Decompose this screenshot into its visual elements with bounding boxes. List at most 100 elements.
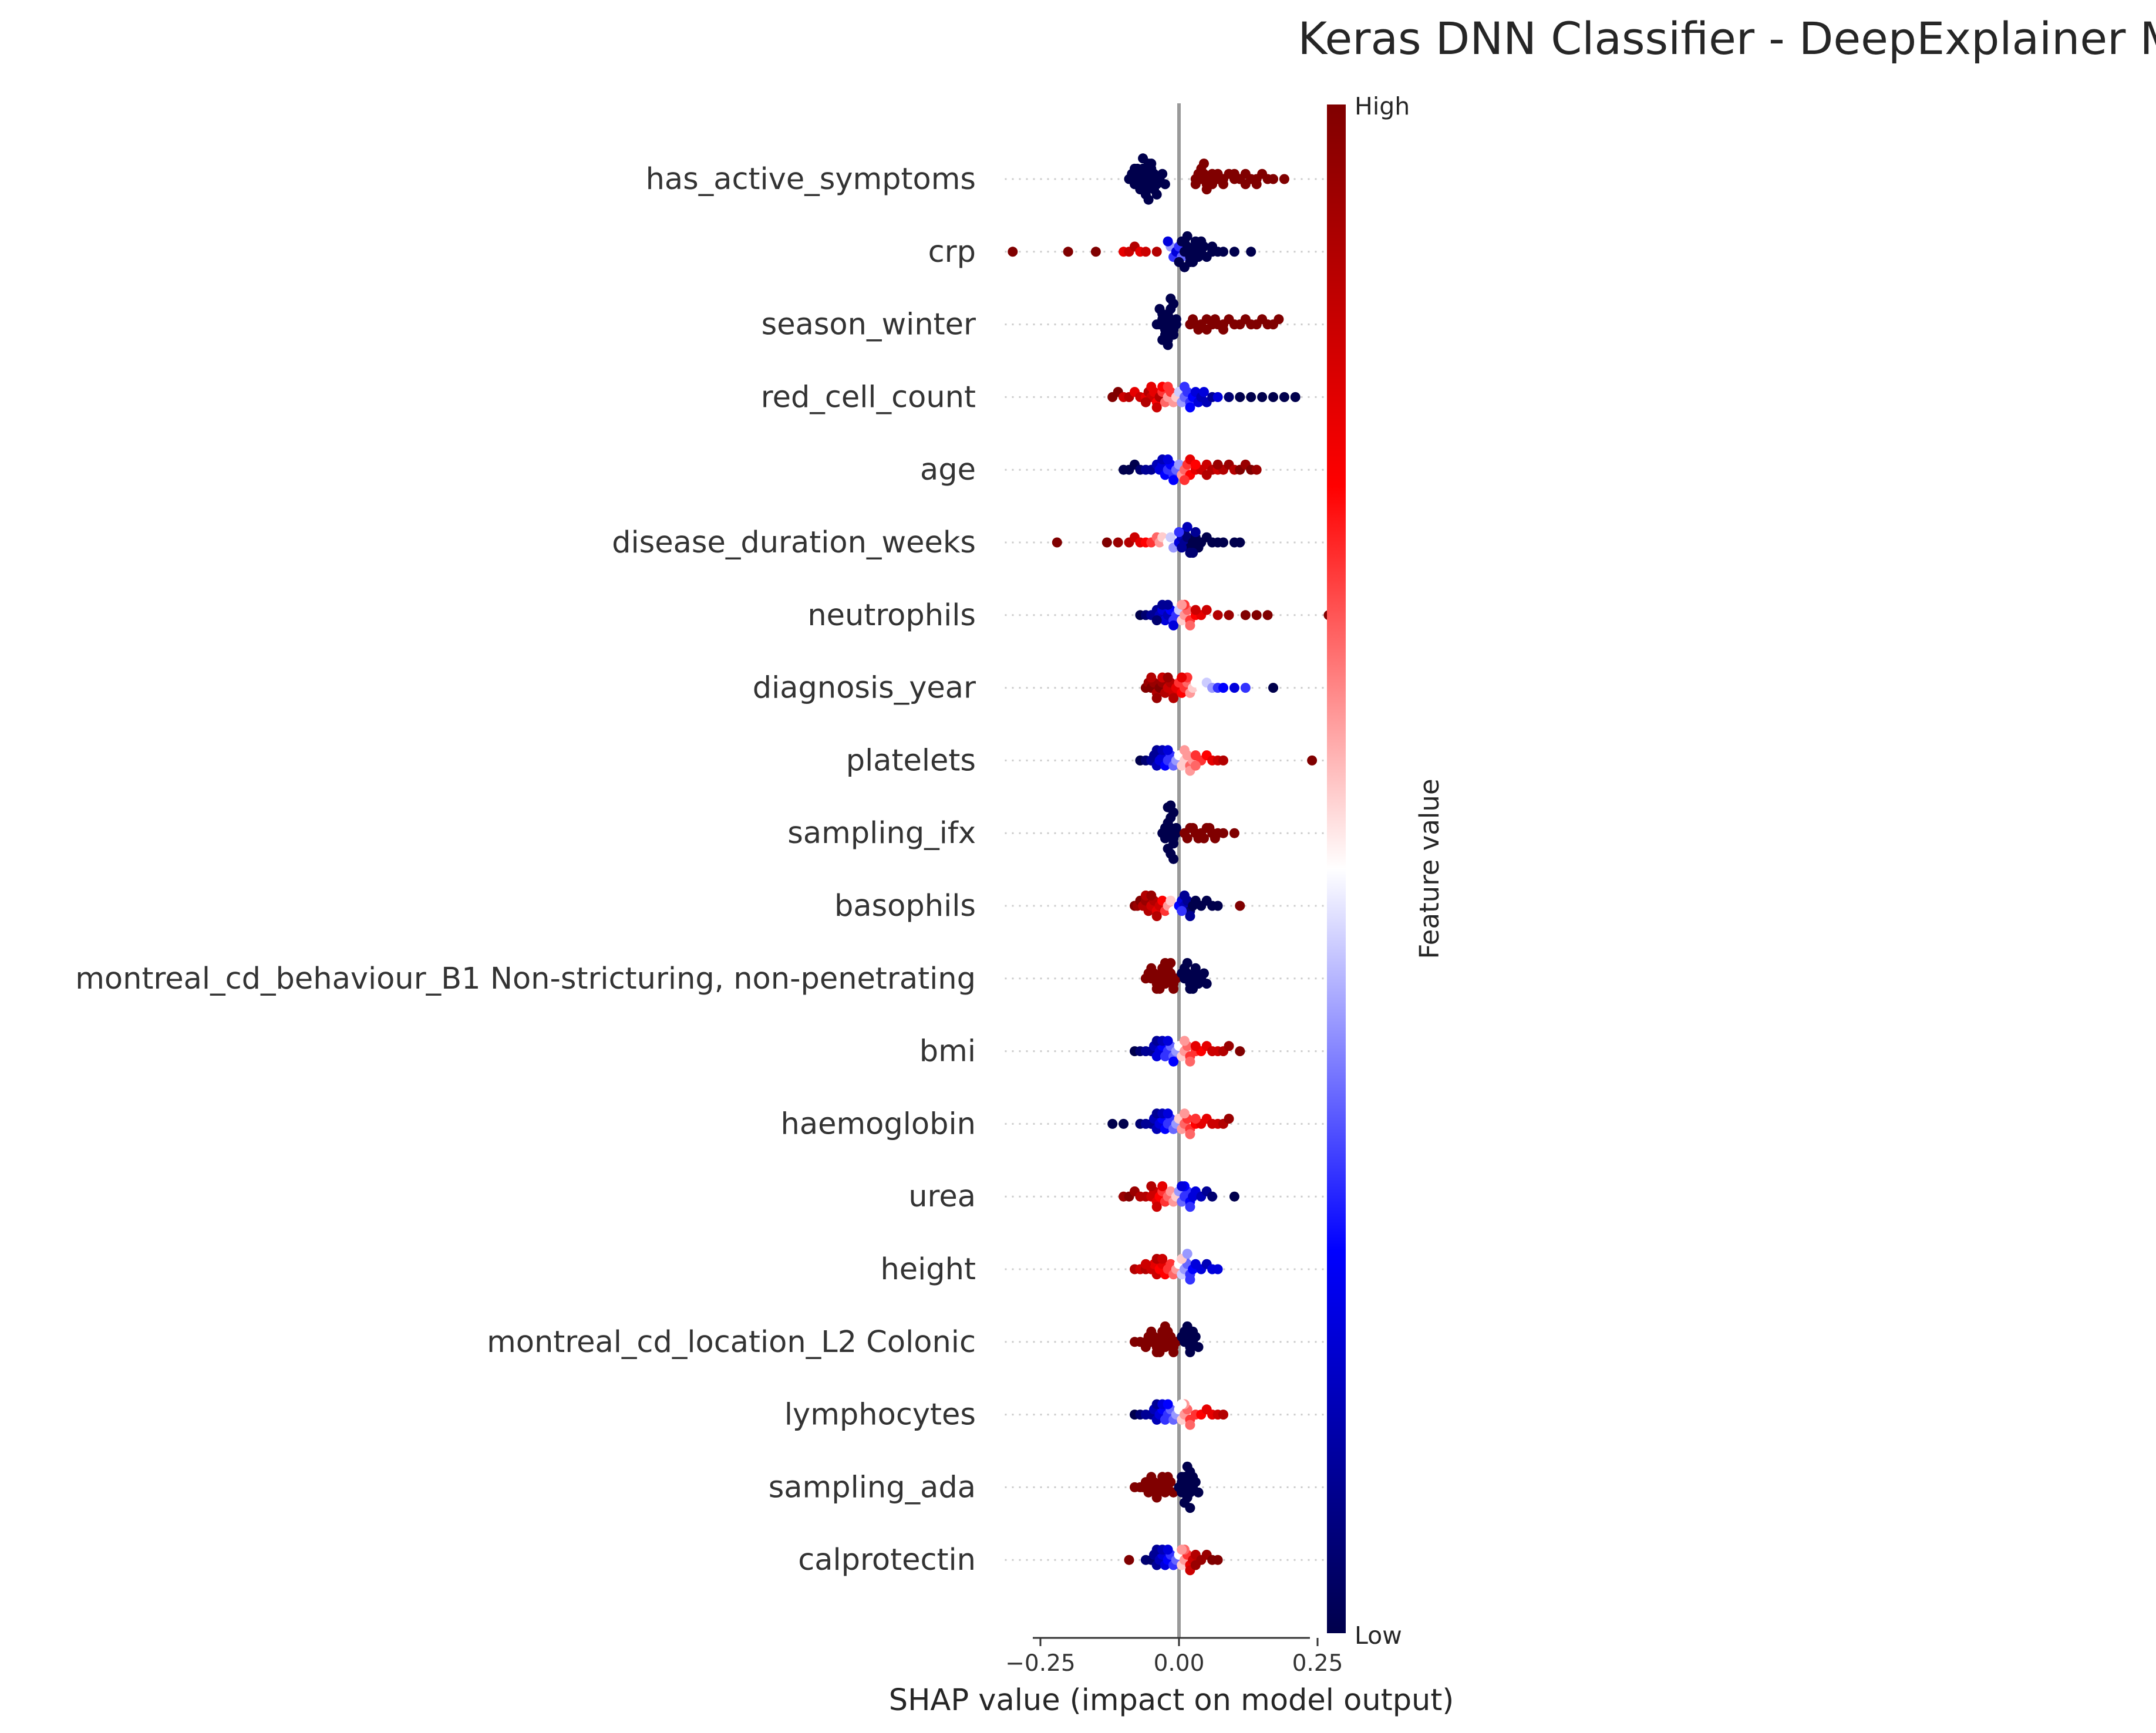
shap-point xyxy=(1240,610,1251,621)
shap-point xyxy=(1185,1347,1195,1357)
shap-point xyxy=(1154,1347,1165,1357)
shap-point xyxy=(1218,1410,1228,1420)
shap-point xyxy=(1279,174,1289,184)
shap-point xyxy=(1199,968,1209,979)
shap-point xyxy=(1177,1181,1187,1192)
shap-point xyxy=(1235,392,1245,402)
shap-point xyxy=(1174,527,1184,537)
colorbar-low-label: Low xyxy=(1355,1621,1402,1650)
shap-point xyxy=(1235,1046,1245,1057)
shap-point xyxy=(1240,683,1251,693)
shap-point xyxy=(1199,833,1209,844)
shap-point xyxy=(1210,833,1220,844)
shap-point xyxy=(1185,911,1195,922)
shap-point xyxy=(1188,983,1198,994)
shap-point xyxy=(1190,1560,1201,1570)
feature-label: sampling_ada xyxy=(769,1470,976,1505)
x-tick-label: 0.25 xyxy=(1292,1650,1343,1677)
shap-point xyxy=(1143,194,1154,205)
shap-point xyxy=(1218,247,1228,257)
feature-label: diagnosis_year xyxy=(753,671,976,706)
shap-point xyxy=(1157,168,1168,179)
shap-point xyxy=(1212,392,1223,402)
shap-point xyxy=(1251,464,1262,475)
shap-point xyxy=(1224,1041,1234,1051)
shap-point xyxy=(1177,1545,1187,1555)
feature-label: platelets xyxy=(846,743,976,778)
colorbar xyxy=(1327,104,1346,1633)
shap-point xyxy=(1185,1056,1195,1067)
shap-point xyxy=(1179,1036,1190,1046)
shap-point xyxy=(1177,1472,1187,1482)
shap-point xyxy=(1190,1041,1201,1051)
shap-point xyxy=(1207,179,1218,190)
shap-point xyxy=(1229,1191,1239,1202)
shap-point xyxy=(1246,247,1256,257)
shap-point xyxy=(1146,1181,1157,1192)
shap-point xyxy=(1218,537,1228,548)
shap-point xyxy=(1163,340,1173,350)
feature-label: height xyxy=(880,1252,976,1287)
shap-point xyxy=(1199,159,1209,169)
shap-point xyxy=(1190,459,1201,470)
feature-label: crp xyxy=(928,235,976,269)
shap-point xyxy=(1140,1259,1151,1269)
shap-point xyxy=(1188,1472,1198,1482)
shap-point xyxy=(1179,262,1190,272)
shap-point xyxy=(1179,745,1190,756)
shap-point xyxy=(1171,822,1181,833)
shap-point xyxy=(1193,1342,1204,1353)
x-axis-label: SHAP value (impact on model output) xyxy=(889,1683,1454,1718)
shap-point xyxy=(1196,236,1207,247)
shap-point xyxy=(1185,1129,1195,1139)
shap-point xyxy=(1268,683,1278,693)
shap-point xyxy=(1201,605,1212,615)
shap-point xyxy=(1157,1253,1168,1264)
shap-point xyxy=(1177,542,1187,553)
shap-point xyxy=(1185,402,1195,413)
shap-point xyxy=(1190,963,1201,973)
shap-point xyxy=(1165,895,1176,906)
shap-point xyxy=(1240,179,1251,190)
shap-point xyxy=(1224,392,1234,402)
x-tick-label: −0.25 xyxy=(1005,1650,1076,1677)
shap-point xyxy=(1190,527,1201,537)
shap-point xyxy=(1163,1399,1173,1410)
shap-point xyxy=(1190,1114,1201,1124)
feature-label: haemoglobin xyxy=(781,1107,976,1141)
shap-point xyxy=(1229,168,1239,179)
colorbar-title: Feature value xyxy=(1414,778,1445,959)
shap-point xyxy=(1307,755,1318,766)
shap-point xyxy=(1257,392,1268,402)
shap-point xyxy=(1177,672,1187,683)
shap-point xyxy=(1185,1420,1195,1430)
shap-point xyxy=(1163,382,1173,392)
shap-point xyxy=(1204,822,1215,833)
shap-point xyxy=(1290,392,1301,402)
shap-point xyxy=(1190,760,1201,771)
shap-point xyxy=(1182,1461,1192,1472)
shap-point xyxy=(1168,983,1179,994)
shap-point xyxy=(1168,1347,1179,1357)
feature-label: age xyxy=(920,453,976,487)
shap-point xyxy=(1188,1326,1198,1337)
shap-point xyxy=(1229,828,1239,838)
shap-point xyxy=(1146,1472,1157,1482)
shap-point xyxy=(1160,1321,1170,1331)
shap-point xyxy=(1140,247,1151,257)
shap-point xyxy=(1154,983,1165,994)
shap-point xyxy=(1193,324,1204,335)
shap-point xyxy=(1151,1202,1162,1212)
feature-label: urea xyxy=(908,1179,976,1214)
shap-point xyxy=(1165,294,1176,304)
shap-point xyxy=(1163,236,1173,247)
shap-point xyxy=(1185,1275,1195,1285)
shap-point xyxy=(1262,610,1273,621)
feature-label: red_cell_count xyxy=(761,380,976,414)
shap-point xyxy=(1177,236,1187,247)
shap-point xyxy=(1207,1191,1218,1202)
shap-point xyxy=(1229,247,1239,257)
x-tick-label: 0.00 xyxy=(1154,1650,1205,1677)
feature-label: sampling_ifx xyxy=(787,816,976,851)
